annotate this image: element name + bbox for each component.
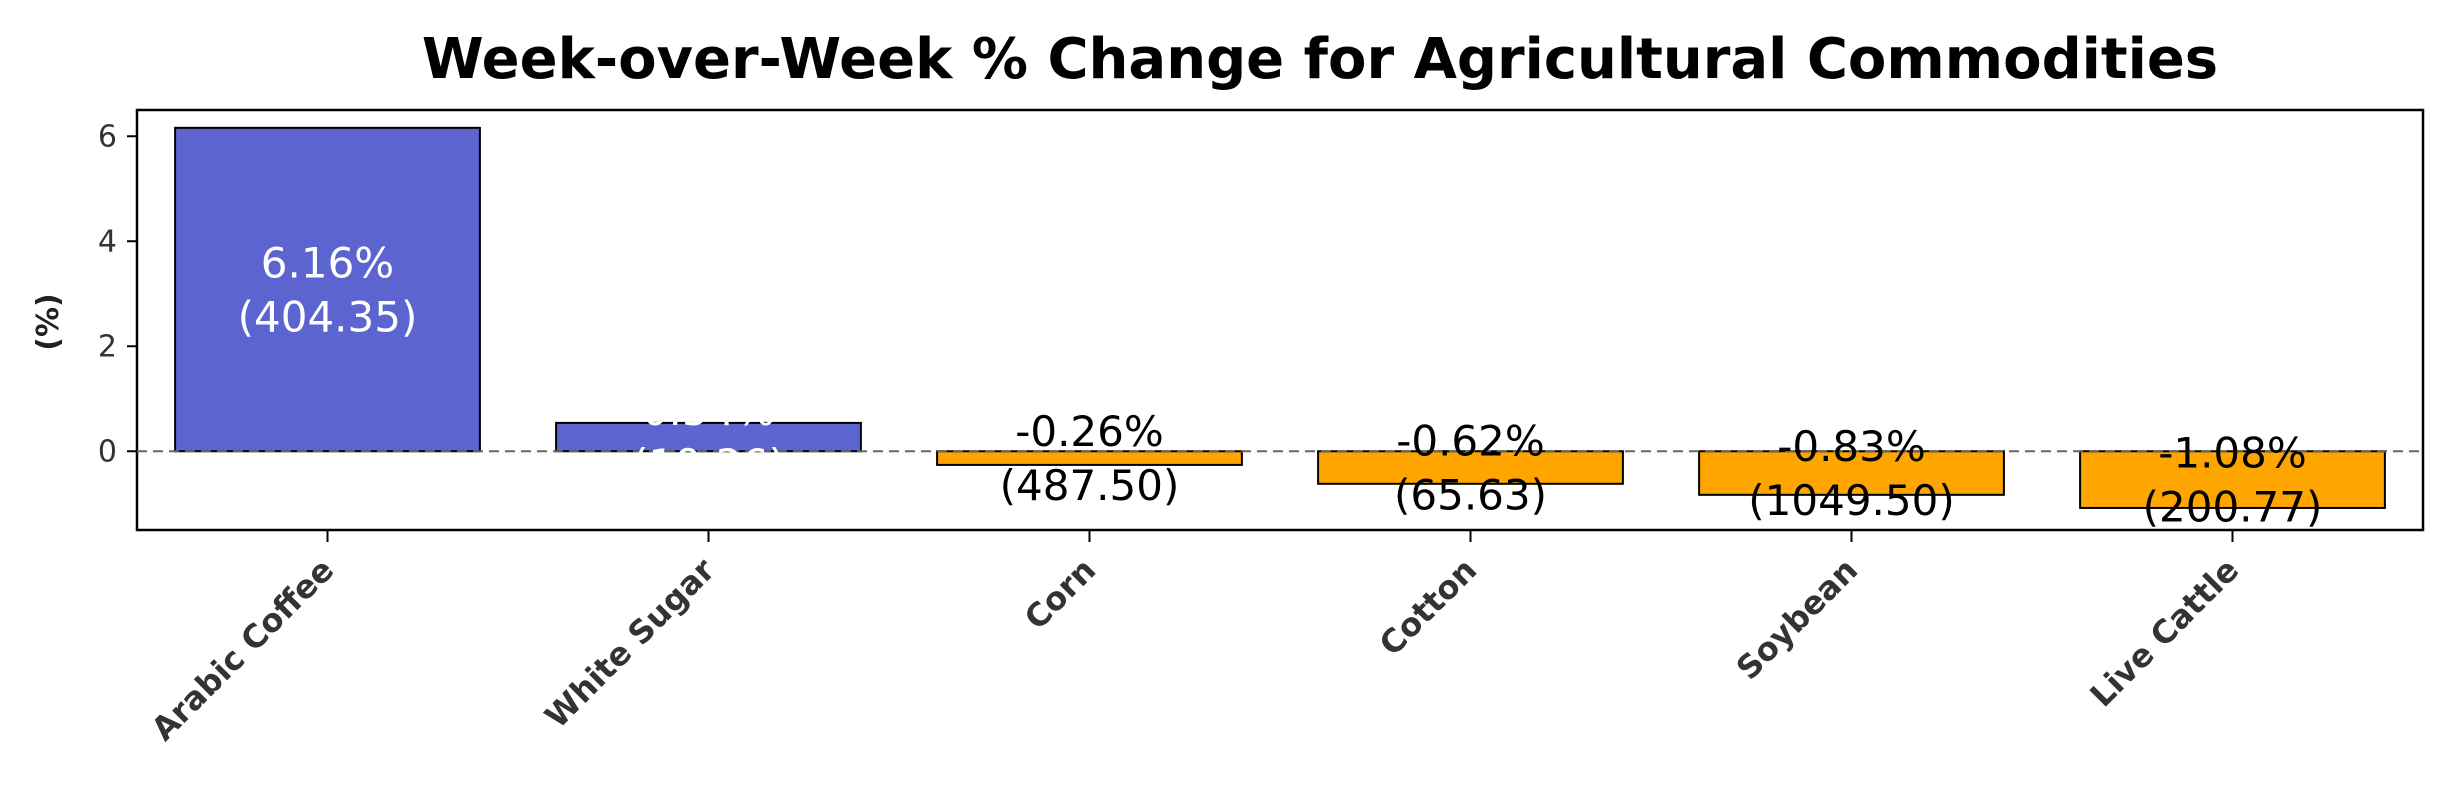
bar-data-label: (19.36) xyxy=(632,440,785,489)
y-tick-label: 0 xyxy=(98,434,117,469)
bar xyxy=(1698,450,2005,496)
x-tick-label: Soybean xyxy=(1729,551,1865,687)
x-tick-label: White Sugar xyxy=(537,551,722,736)
bar-data-label: (487.50) xyxy=(1000,461,1180,510)
y-axis-label: (%) xyxy=(31,293,66,350)
bar-data-label: -0.83% xyxy=(1777,422,1926,471)
y-tick-label: 4 xyxy=(98,224,117,259)
y-tick-label: 6 xyxy=(98,119,117,154)
x-tick-label: Cotton xyxy=(1372,551,1484,663)
bar-data-label: -1.08% xyxy=(2158,429,2307,478)
bar-data-label: (200.77) xyxy=(2143,483,2323,532)
bar-data-label: 0.54% xyxy=(642,386,775,435)
bar-data-label: (65.63) xyxy=(1394,471,1547,520)
bar-data-label: (1049.50) xyxy=(1748,476,1954,525)
bar xyxy=(555,421,862,453)
bar-data-label: -0.62% xyxy=(1396,417,1545,466)
x-tick-label: Corn xyxy=(1017,551,1103,637)
bar-data-label: 6.16% xyxy=(261,239,394,288)
bar-data-label: -0.26% xyxy=(1015,407,1164,456)
plot-area: 0 2 4 6 6.16% (404.35) 0.54% (19.36) -0.26% (487.… xyxy=(98,108,2425,748)
chart-title: Week-over-Week % Change for Agricultural… xyxy=(422,27,2218,92)
bar-data-label: (404.35) xyxy=(238,293,418,342)
bar xyxy=(2079,450,2386,509)
y-tick-label: 2 xyxy=(98,329,117,364)
plot-frame xyxy=(135,108,2425,532)
x-tick-label: Arabic Coffee xyxy=(144,551,341,748)
x-tick-label: Live Cattle xyxy=(2083,551,2247,715)
bar xyxy=(174,126,481,453)
